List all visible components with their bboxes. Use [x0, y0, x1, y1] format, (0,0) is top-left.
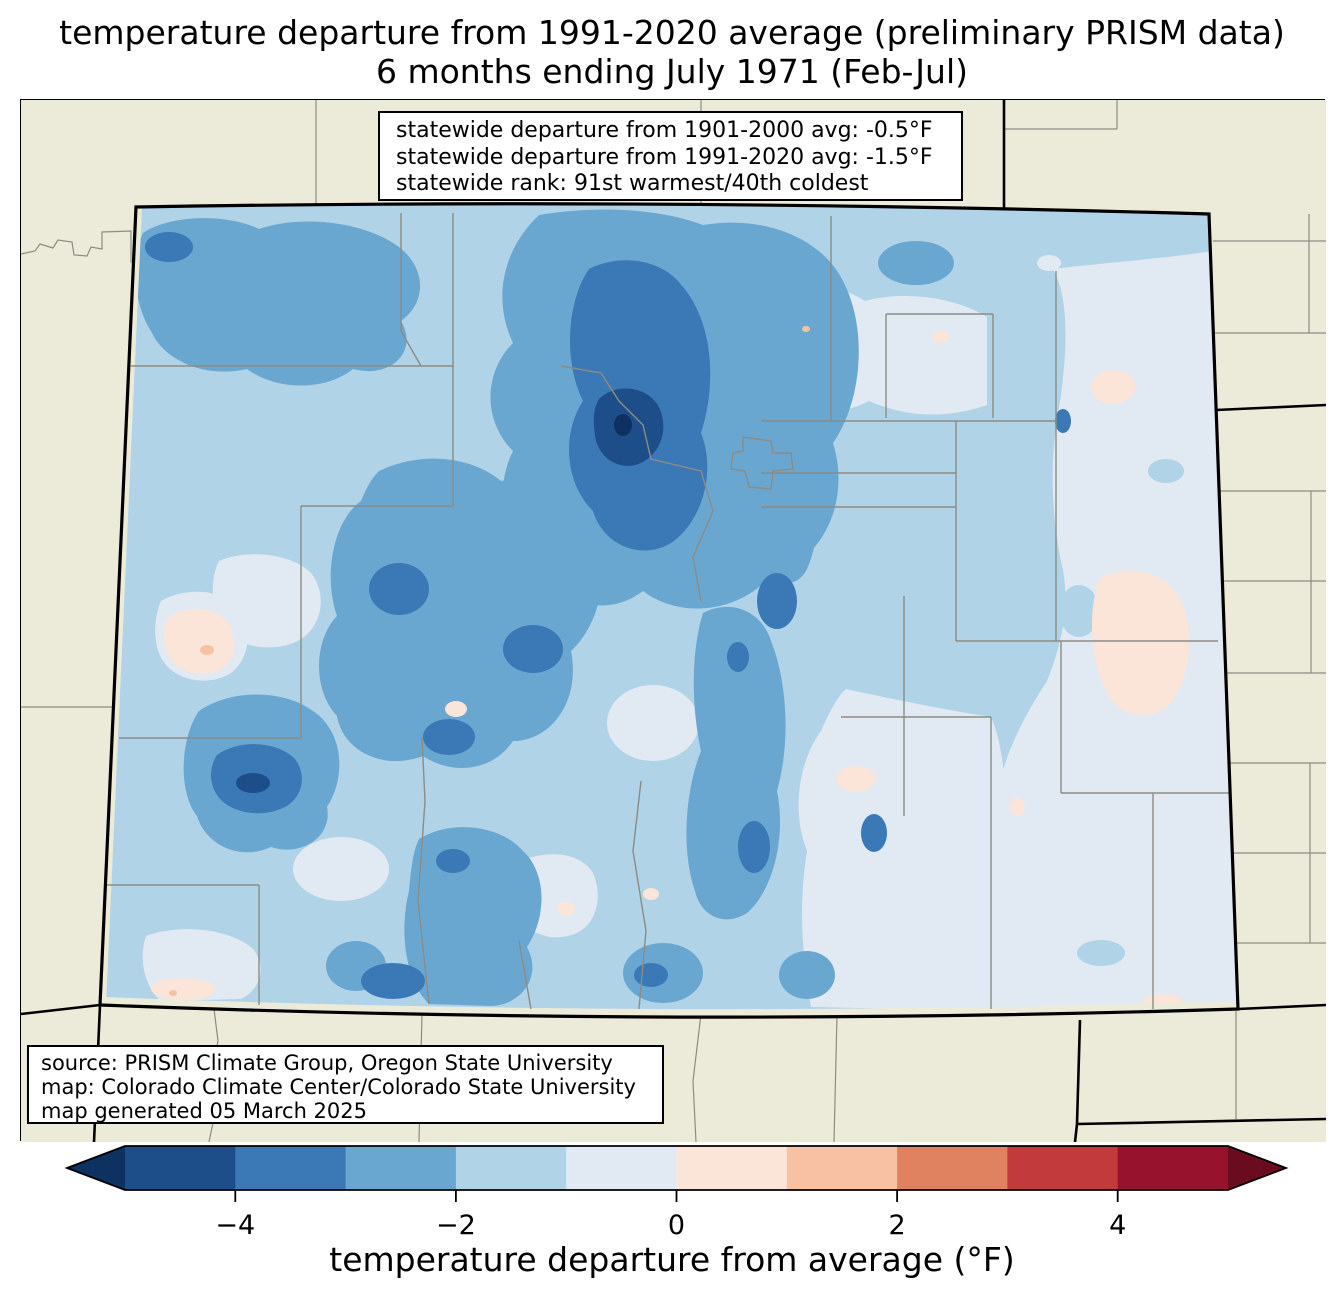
map-shape: [841, 421, 1218, 816]
colorbar-tick-label: 4: [1109, 1210, 1126, 1241]
colorbar-segment: [566, 1146, 677, 1190]
map-shape: [560, 365, 714, 602]
map-shape: [802, 326, 810, 332]
map-shape: [200, 645, 214, 655]
map-shape: [151, 331, 1190, 1012]
map-shape: [319, 458, 602, 768]
map-shape: [423, 719, 475, 755]
map-shape: [836, 766, 876, 792]
contour-band-positive: [151, 326, 1190, 1012]
colorbar-tick-label: −2: [436, 1210, 476, 1241]
map-shape: [236, 773, 270, 793]
map-shape: [738, 821, 770, 873]
statewide-stats-box: statewide departure from 1901-2000 avg: …: [378, 111, 963, 201]
map-shape: [878, 241, 954, 285]
map-shape: [1059, 585, 1099, 637]
colorbar-axis-label: temperature departure from average (°F): [329, 1240, 1015, 1279]
map-shape: [169, 990, 177, 996]
map-shape: [1213, 240, 1326, 944]
map-shape: [369, 563, 429, 615]
map-shape: [932, 331, 950, 343]
map-shape: [727, 642, 749, 672]
map-shape: [1037, 255, 1061, 271]
map-shape: [436, 849, 470, 873]
colorbar-segment: [1117, 1146, 1229, 1190]
map-shape: [607, 685, 699, 761]
colorbar-outline: [64, 1145, 1289, 1191]
colorbar-tick-label: 2: [889, 1210, 906, 1241]
map-canvas: [21, 100, 1326, 1142]
map-shape: [730, 436, 794, 490]
map-shape: [761, 420, 1056, 508]
stats-line-1991-2020: statewide departure from 1991-2020 avg: …: [396, 144, 933, 170]
map-shape: [445, 701, 467, 717]
map-shape: [404, 827, 542, 1006]
map-shape: [557, 902, 575, 916]
colorbar-segment: [455, 1146, 567, 1190]
map-shape: [169, 326, 810, 996]
colorbar-segment: [676, 1146, 788, 1190]
map-shape: [1237, 1003, 1326, 1011]
contour-band-minus5-minus4: [236, 388, 664, 793]
source-credit-box: source: PRISM Climate Group, Oregon Stat…: [27, 1045, 664, 1124]
map-shape: [503, 625, 563, 673]
map-title-line1: temperature departure from 1991-2020 ave…: [59, 13, 1285, 52]
colorado-county-lines: [106, 213, 1229, 1010]
stats-line-1901-2000: statewide departure from 1901-2000 avg: …: [396, 118, 933, 143]
map-shape: [643, 888, 659, 900]
map-shape: [1009, 798, 1025, 816]
map-shape: [1092, 570, 1190, 716]
map-shape: [106, 884, 260, 1005]
map-shape: [151, 978, 215, 1000]
source-line: source: PRISM Climate Group, Oregon Stat…: [41, 1051, 613, 1075]
map-axes: [20, 99, 1326, 1142]
colorado-data-layer: [100, 203, 1238, 1018]
map-shape: [1308, 214, 1312, 943]
colorbar: −4 −2 0 2 4: [0, 1141, 1344, 1299]
colorbar-segment: [235, 1146, 347, 1190]
colorbar-segment: [345, 1146, 457, 1190]
colorbar-svg: −4 −2 0 2 4: [64, 1145, 1289, 1241]
map-shape: [1148, 459, 1184, 483]
map-shape: [1055, 409, 1071, 433]
colorbar-over-arrow: [1228, 1146, 1286, 1190]
map-shape: [773, 393, 809, 417]
colorbar-segment: [125, 1146, 236, 1190]
map-shape: [1091, 370, 1135, 404]
contour-under-minus5: [614, 414, 632, 436]
generated-date-line: map generated 05 March 2025: [41, 1099, 368, 1123]
map-shape: [830, 216, 994, 421]
map-shape: [293, 837, 389, 901]
map-shape: [1077, 940, 1125, 966]
map-shape: [1073, 1019, 1326, 1142]
colorado-state-border: [98, 202, 1240, 1019]
colorbar-segment: [786, 1146, 898, 1190]
map-shape: [145, 232, 193, 262]
map-shape: [1215, 403, 1326, 412]
map-shape: [750, 454, 818, 584]
map-shape: [861, 814, 887, 852]
map-shape: [634, 963, 668, 987]
map-shape: [119, 213, 454, 739]
colorbar-segment: [897, 1146, 1008, 1190]
map-credit-line: map: Colorado Climate Center/Colorado St…: [41, 1075, 636, 1099]
colorbar-under-arrow: [67, 1146, 125, 1190]
map-shape: [417, 737, 647, 1010]
map-shape: [1060, 641, 1229, 1009]
map-shape: [164, 608, 235, 674]
colorbar-tick-label: 0: [668, 1210, 685, 1241]
map-shape: [757, 573, 797, 629]
stats-line-rank: statewide rank: 91st warmest/40th coldes…: [396, 171, 869, 196]
map-shape: [361, 963, 425, 999]
map-title-line2: 6 months ending July 1971 (Feb-Jul): [375, 52, 968, 91]
map-shape: [135, 218, 421, 386]
colorbar-tick-label: −4: [215, 1210, 255, 1241]
colorbar-segment: [1007, 1146, 1119, 1190]
contour-islands-minus2-minus1: [1059, 459, 1184, 966]
map-shape: [400, 213, 422, 367]
map-shape: [21, 230, 140, 273]
map-shape: [990, 271, 1057, 1009]
map-shape: [779, 951, 835, 999]
